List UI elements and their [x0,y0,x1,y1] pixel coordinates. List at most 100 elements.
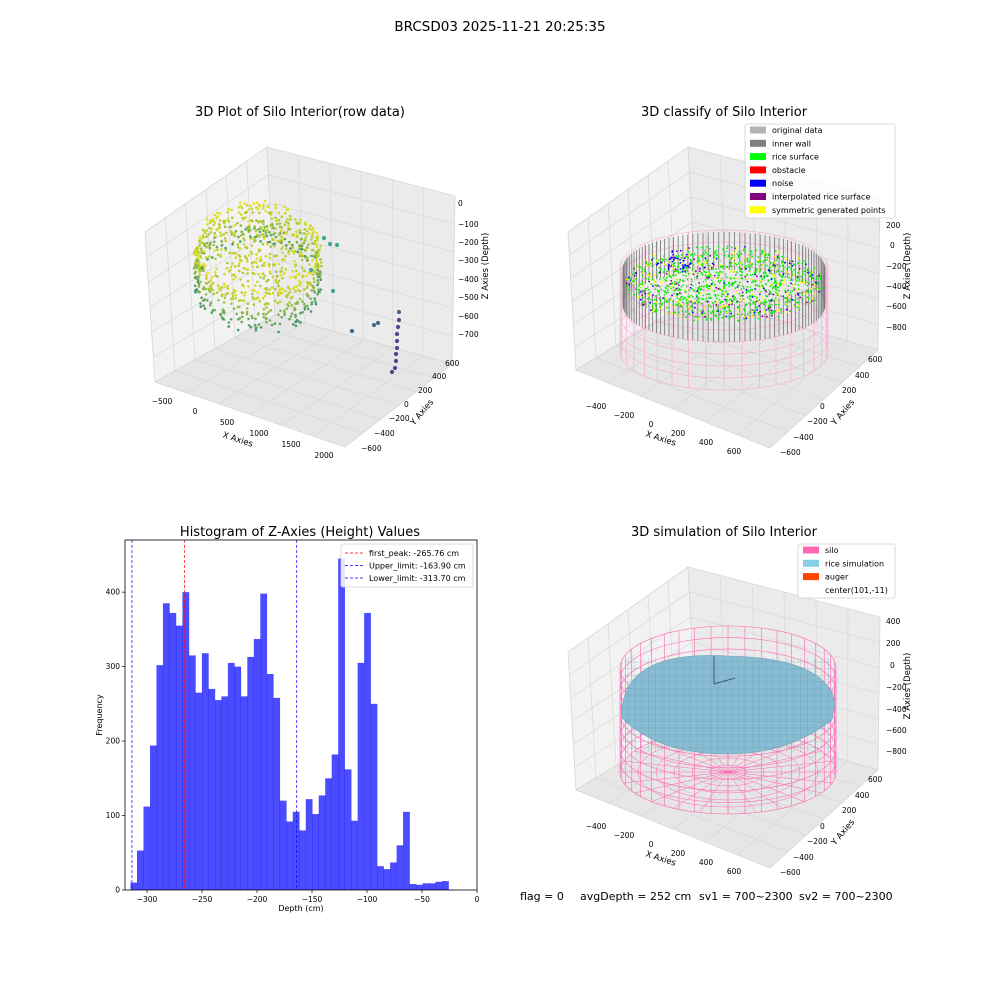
classified-point [762,253,765,256]
raw-point [275,222,279,226]
raw-y-axis-label: Y Axies [408,397,436,428]
raw-point [208,304,212,307]
raw-point [199,302,202,305]
classified-point [678,298,681,301]
classified-point [670,261,673,264]
classified-point [756,309,758,311]
classified-point [758,290,761,293]
raw-point [250,207,254,210]
raw-point [247,224,251,227]
raw-point [226,287,230,291]
raw-point [244,291,247,294]
classified-point [753,311,756,314]
classified-point [708,251,710,254]
classified-point [806,296,809,299]
classified-point [809,275,811,278]
classified-point [801,299,803,301]
classified-point [699,292,702,295]
classified-point [730,277,732,280]
raw-point [259,326,263,329]
simulation-z-tick: −600 [886,726,907,735]
classified-point [682,298,684,301]
histogram-bar [162,603,170,890]
raw-point [315,243,319,246]
classified-point [789,279,792,282]
classified-point [763,299,765,302]
classified-point [763,271,765,274]
classified-point [742,317,745,320]
classified-point [712,310,715,313]
raw-point [245,203,249,207]
raw-point [316,293,319,296]
raw-point [274,235,278,239]
classified-point [794,283,797,285]
raw-point [289,276,293,279]
classified-point [727,293,729,295]
classified-point [757,261,760,264]
classified-point [661,260,663,263]
classified-point [740,288,743,290]
raw-point [317,281,320,285]
raw-point [312,285,315,288]
simulation-z-tick: −400 [886,705,907,714]
classified-point [656,275,659,278]
classified-point [816,275,819,278]
raw-point [319,258,322,261]
classified-point [721,271,723,274]
classified-point [803,281,806,284]
classified-point [775,293,778,295]
raw-point [297,320,300,323]
simulation-z-axis-label: Z Axies (Depth) [903,653,913,720]
silo-floor-spoke [651,771,729,802]
classified-point [694,268,697,270]
raw-outlier-point [375,320,381,326]
raw-z-tick: −100 [458,220,479,229]
classified-point [806,284,808,287]
classify-y-tick: 600 [868,355,883,364]
histogram-y-tick-label: 400 [106,588,121,597]
raw-point [247,219,250,223]
classified-point [681,295,683,298]
classified-point [763,277,766,279]
raw-point [257,203,261,206]
raw-point [261,242,265,246]
classified-point [761,302,764,304]
raw-point [204,264,207,268]
histogram-bar [149,745,157,890]
silo-floor-spoke [727,771,822,794]
classified-point [720,308,722,310]
raw-point [263,225,266,229]
raw-point [312,280,316,284]
raw-point [210,288,213,292]
classified-point [796,297,799,300]
raw-point [247,317,250,321]
histogram-bar [442,881,449,890]
raw-point [233,265,237,268]
classified-point [770,269,773,272]
raw-outlier-point [308,267,314,273]
raw-point [264,230,268,233]
classified-point [693,253,696,255]
raw-point [218,219,222,222]
raw-point [320,264,323,268]
classified-point [633,267,635,270]
raw-point [210,311,213,315]
raw-point [242,284,245,288]
raw-point [298,289,302,293]
classified-point [782,303,785,306]
classified-point [668,304,671,307]
classify-x-tick: 400 [699,438,714,447]
raw-point [279,309,282,313]
classified-point [766,295,768,298]
classified-point [729,270,732,273]
classified-point [740,274,743,277]
raw-point [228,268,232,272]
raw-point [316,279,320,282]
histogram-bar [370,703,378,890]
classified-point [709,255,712,257]
classified-point [728,258,731,260]
auger-arm [713,677,736,685]
classified-point [788,262,791,265]
classified-point [745,317,748,320]
raw-point [257,272,260,276]
